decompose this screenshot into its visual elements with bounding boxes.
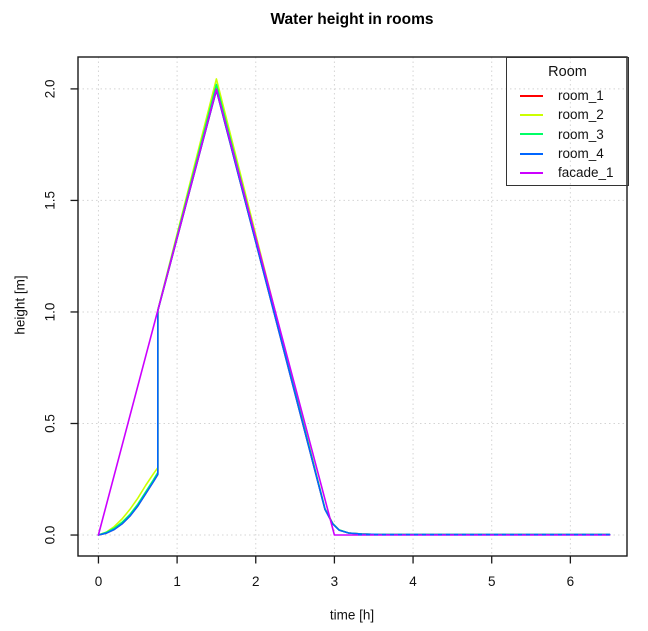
plot-box [77,56,628,557]
y-tick-label: 0.0 [43,526,58,545]
legend-title: Room [548,64,587,80]
x-tick-label: 2 [252,574,260,589]
x-tick-label: 3 [331,574,339,589]
legend-entry-room_3: room_3 [507,125,628,144]
legend-label: room_1 [558,88,604,104]
legend-line-swatch-room_1 [520,94,543,97]
x-tick-label: 5 [488,574,496,589]
x-tick-label: 1 [173,574,181,589]
legend-entry-room_2: room_2 [507,105,628,124]
legend-line-swatch-room_3 [520,133,543,136]
legend-entries: room_1 room_2 room_3 room_4 facade_1 [507,86,628,182]
legend-entry-room_1: room_1 [507,86,628,105]
y-tick-label: 1.5 [43,191,58,210]
legend: Room room_1 room_2 room_3 room_4 facade_1 [506,57,629,186]
series-line-room_4 [97,89,611,536]
y-tick-label: 0.5 [43,414,58,433]
legend-line-swatch-facade_1 [520,171,543,174]
legend-label: facade_1 [558,165,614,181]
legend-label: room_3 [558,126,604,142]
legend-line-swatch-room_2 [520,113,543,116]
y-tick-label: 2.0 [43,80,58,99]
x-axis-label: time [h] [329,607,375,623]
legend-entry-room_4: room_4 [507,144,628,163]
legend-label: room_4 [558,146,604,162]
x-tick-label: 0 [95,574,103,589]
legend-line-swatch-room_4 [520,152,543,155]
y-tick-label: 1.0 [43,303,58,322]
chart-title: Water height in rooms [270,11,434,28]
legend-label: room_2 [558,107,604,123]
x-tick-label: 6 [567,574,575,589]
x-tick-label: 4 [409,574,417,589]
legend-entry-facade_1: facade_1 [507,163,628,182]
